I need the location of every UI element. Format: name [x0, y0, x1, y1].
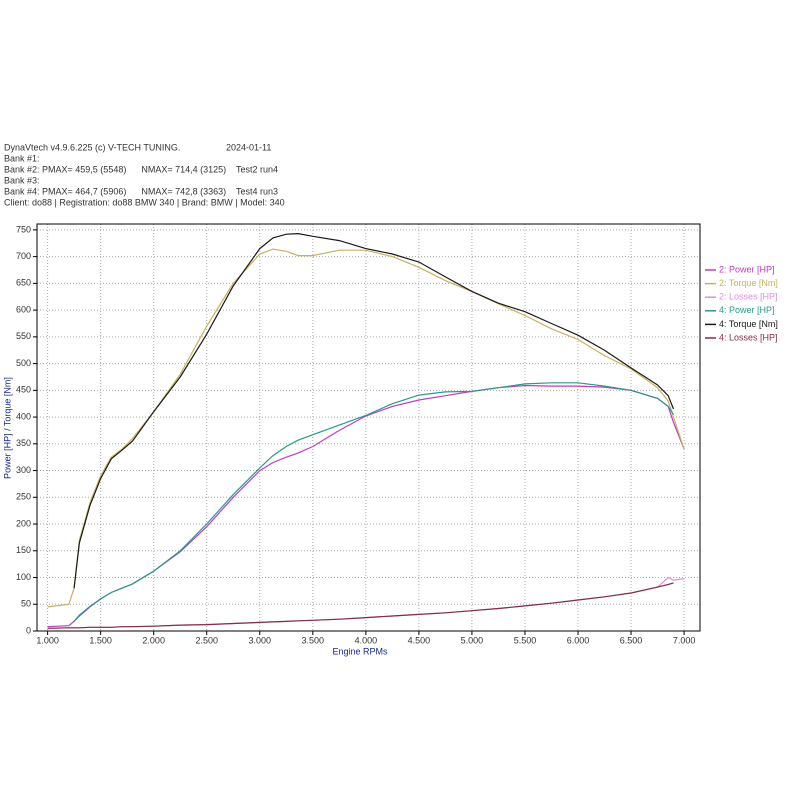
legend-label: 2: Power [HP] [719, 264, 775, 274]
x-tick-label: 5.000 [461, 635, 484, 645]
y-tick-label: 400 [16, 411, 31, 421]
legend-label: 2: Torque [Nm] [719, 278, 778, 288]
y-tick-label: 150 [16, 545, 31, 555]
x-tick-label: 5.500 [514, 635, 537, 645]
y-tick-label: 650 [16, 278, 31, 288]
x-tick-label: 2.500 [195, 635, 218, 645]
x-tick-label: 6.500 [620, 635, 643, 645]
header-line: Client: do88 | Registration: do88 BMW 34… [4, 197, 285, 207]
legend-label: 4: Power [HP] [719, 305, 775, 315]
header-line: Bank #3: [4, 175, 40, 185]
x-axis-label: Engine RPMs [332, 646, 388, 656]
header-title: DynaVtech v4.9.6.225 (c) V-TECH TUNING. [4, 142, 180, 152]
x-tick-label: 4.000 [355, 635, 378, 645]
header-line: Bank #1: [4, 153, 40, 163]
legend-label: 4: Torque [Nm] [719, 319, 778, 329]
y-tick-label: 250 [16, 492, 31, 502]
x-tick-label: 6.000 [567, 635, 590, 645]
plot-border [36, 223, 701, 632]
y-tick-label: 300 [16, 465, 31, 475]
series-line [47, 248, 685, 608]
series-line [73, 382, 675, 622]
x-tick-label: 7.000 [673, 635, 696, 645]
y-tick-label: 0 [26, 625, 31, 635]
x-tick-label: 2.000 [142, 635, 165, 645]
y-tick-label: 350 [16, 438, 31, 448]
y-tick-label: 600 [16, 304, 31, 314]
y-tick-label: 200 [16, 518, 31, 528]
x-tick-label: 1.000 [36, 635, 59, 645]
header-date: 2024-01-11 [226, 142, 271, 152]
header-line: Bank #4: PMAX= 464,7 (5906) NMAX= 742,8 … [4, 186, 278, 196]
y-tick-label: 500 [16, 358, 31, 368]
y-tick-label: 750 [16, 224, 31, 234]
x-tick-label: 3.500 [302, 635, 325, 645]
y-tick-label: 700 [16, 251, 31, 261]
legend-label: 4: Losses [HP] [719, 332, 778, 342]
legend-label: 2: Losses [HP] [719, 292, 778, 302]
y-axis-label: Power [HP] / Torque [Nm] [2, 377, 12, 479]
x-tick-label: 4.500 [408, 635, 431, 645]
x-tick-label: 1.500 [89, 635, 112, 645]
x-tick-label: 3.000 [249, 635, 272, 645]
y-tick-label: 450 [16, 385, 31, 395]
y-tick-label: 100 [16, 572, 31, 582]
series-line [73, 232, 675, 589]
y-tick-label: 50 [21, 599, 31, 609]
series-line [47, 582, 674, 629]
header-line: Bank #2: PMAX= 459,5 (5548) NMAX= 714,4 … [4, 164, 278, 174]
y-tick-label: 550 [16, 331, 31, 341]
